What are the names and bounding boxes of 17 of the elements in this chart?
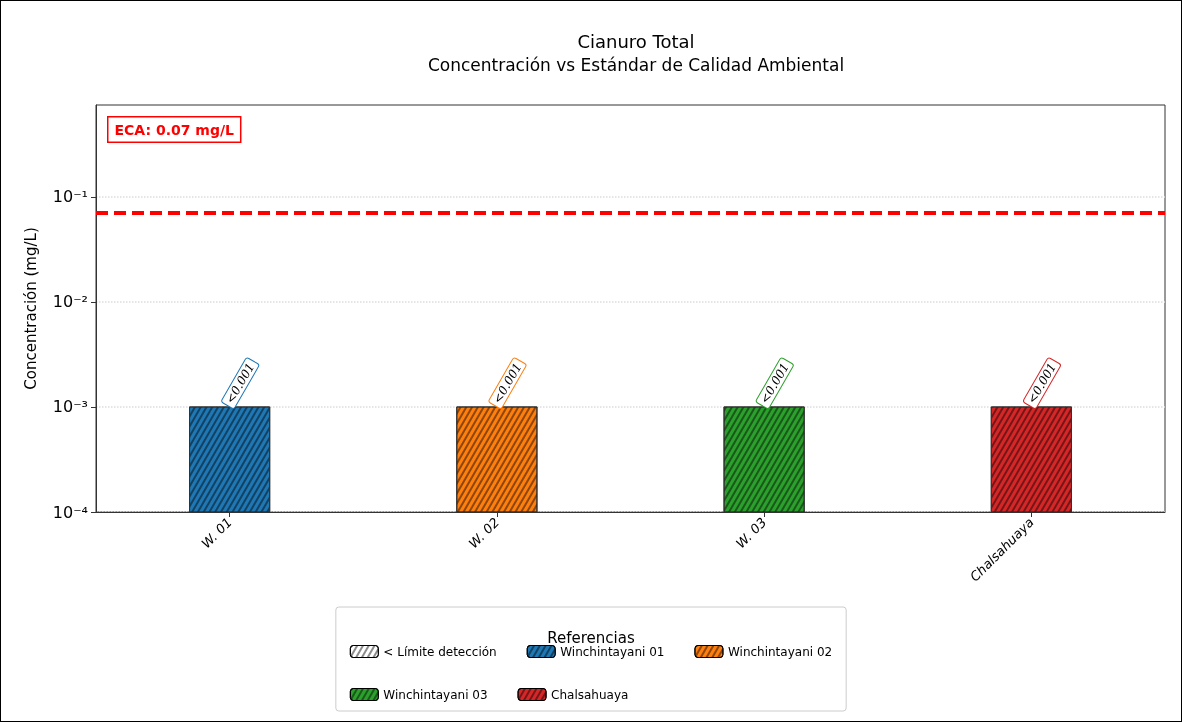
y-tick-label: 10⁻³ — [52, 397, 88, 417]
legend-label: Chalsahuaya — [551, 687, 629, 702]
chart-title: Cianuro Total — [577, 30, 695, 52]
y-tick-label: 10⁻¹ — [52, 187, 88, 207]
legend-label: Winchintayani 03 — [383, 687, 488, 702]
chart-subtitle: Concentración vs Estándar de Calidad Ambiental — [427, 54, 845, 75]
legend-label: Winchintayani 01 — [560, 644, 665, 659]
legend-title: Referencias — [547, 628, 635, 647]
y-tick-label: 10⁻⁴ — [52, 502, 88, 522]
x-tick-label: W. 01 — [198, 514, 235, 552]
x-tick-label: W. 02 — [465, 514, 503, 552]
legend-label: Winchintayani 02 — [727, 644, 833, 659]
ref-line-label: ECA: 0.07 mg/L — [114, 121, 235, 138]
x-tick-label: W. 03 — [732, 514, 770, 552]
legend-label: < Límite detección — [383, 644, 497, 659]
y-tick-label: 10⁻² — [52, 292, 88, 312]
y-axis-title: Concentración (mg/L) — [21, 227, 40, 390]
